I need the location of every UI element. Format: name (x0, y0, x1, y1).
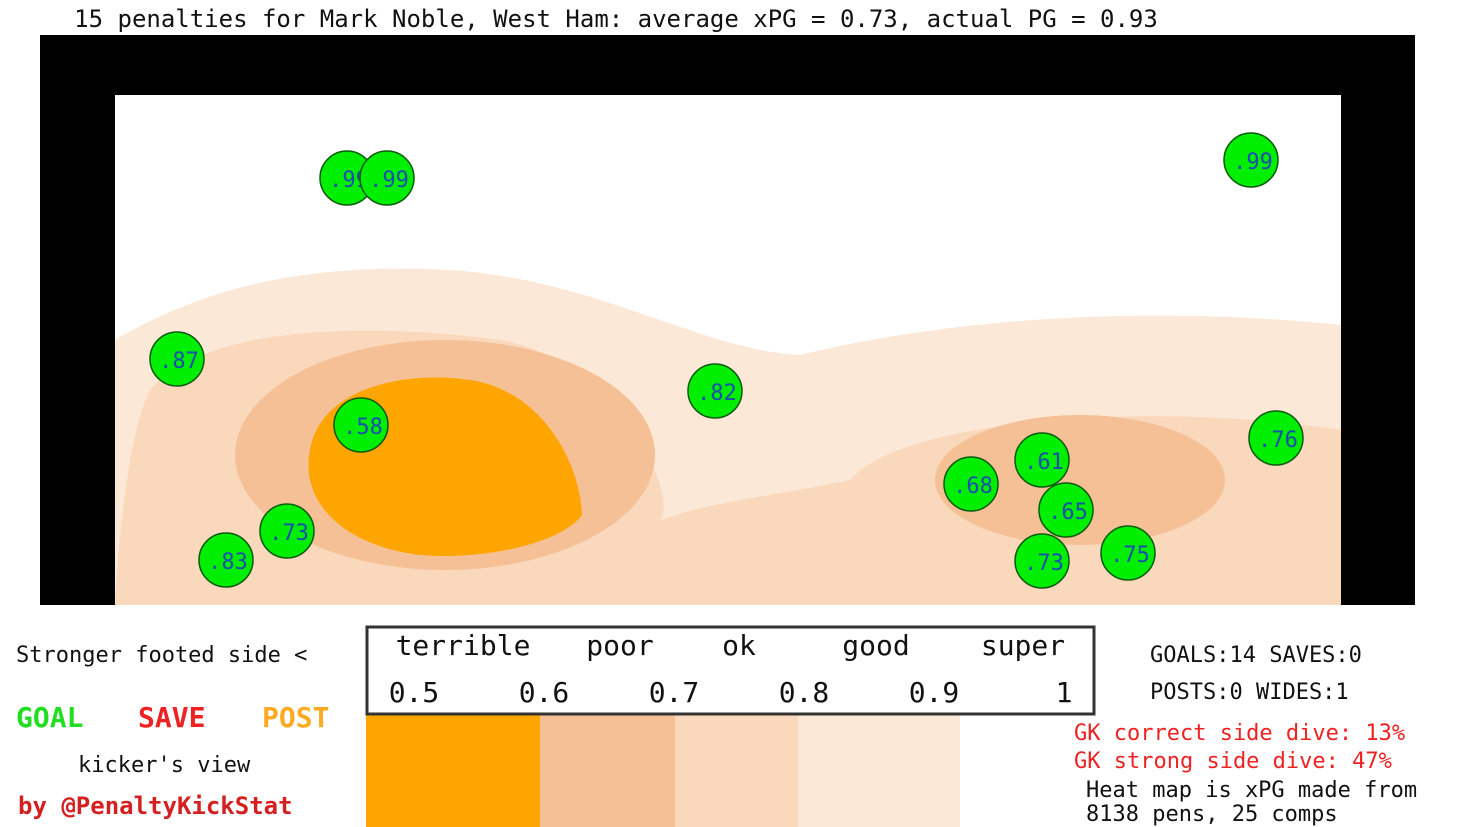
scale-tick-label: 0.5 (389, 676, 440, 709)
gk-stat: GK strong side dive: 47% (1074, 749, 1392, 774)
heat-band (935, 415, 1225, 545)
shot (1014, 432, 1070, 488)
shot-label: .75 (1110, 543, 1150, 568)
chart-title: 15 penalties for Mark Noble, West Ham: a… (74, 5, 1158, 33)
scale-category: poor (586, 629, 653, 662)
footnote: Heat map is xPG made from (1086, 778, 1417, 803)
shot (259, 503, 315, 559)
shot (1248, 410, 1304, 466)
shot-label: .73 (1024, 551, 1064, 576)
scale-tick-label: 0.8 (779, 676, 830, 709)
legend-save: SAVE (138, 701, 205, 734)
shot (1100, 525, 1156, 581)
shot (1014, 533, 1070, 589)
scale-band (540, 715, 675, 827)
gk-stat: GK correct side dive: 13% (1074, 721, 1405, 746)
footnote: 8138 pens, 25 comps (1086, 802, 1338, 827)
shot-label: .99 (369, 168, 409, 193)
shot (1223, 132, 1279, 188)
shot (687, 363, 743, 419)
scale-tick-label: 1 (1056, 676, 1073, 709)
scale-tick-label: 0.7 (649, 676, 700, 709)
scale-band (366, 715, 540, 827)
shot (359, 150, 415, 206)
scale-category: ok (722, 629, 756, 662)
shot-label: .65 (1048, 500, 1088, 525)
scale-band (798, 715, 960, 827)
legend-goal: GOAL (16, 701, 83, 734)
scale: terrible poor ok good super 0.5 0.6 0.7 0.8 0.9 1 (389, 629, 1073, 709)
shot-label: .68 (953, 474, 993, 499)
scale-box (365, 625, 1096, 716)
shot-label: .82 (697, 381, 737, 406)
credit: by @PenaltyKickStat (18, 792, 293, 820)
shot-label: .73 (269, 521, 309, 546)
shot-label: .99 (1233, 150, 1273, 175)
view-note: kicker's view (78, 753, 251, 778)
scale-category: super (981, 629, 1065, 662)
shot-label: .76 (1258, 428, 1298, 453)
shot (149, 331, 205, 387)
scale-category: good (842, 629, 909, 662)
shot-label: .83 (208, 550, 248, 575)
scale-tick-label: 0.9 (909, 676, 960, 709)
shot (198, 532, 254, 588)
shot (1038, 482, 1094, 538)
shot (333, 397, 389, 453)
shot-label: .87 (159, 349, 199, 374)
scale-band (675, 715, 798, 827)
legend-post: POST (262, 701, 329, 734)
shot-label: .61 (1024, 450, 1064, 475)
shot (943, 456, 999, 512)
scale-tick-label: 0.6 (519, 676, 570, 709)
shot-label: .58 (343, 415, 383, 440)
side-note: Stronger footed side < (16, 643, 307, 668)
scale-category: terrible (396, 629, 531, 662)
stats-line: GOALS:14 SAVES:0 (1150, 643, 1362, 668)
shots: .99.99.99.87.58.82.76.61.68.65.73.83.73.… (149, 132, 1304, 589)
stats-line: POSTS:0 WIDES:1 (1150, 680, 1349, 705)
